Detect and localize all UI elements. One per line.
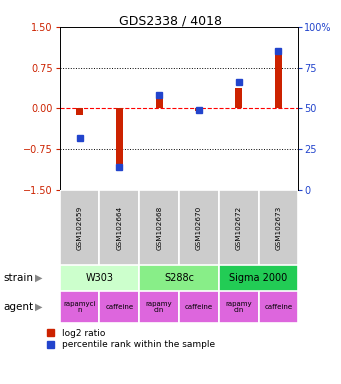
Text: S288c: S288c (164, 273, 194, 283)
Text: GSM102670: GSM102670 (196, 205, 202, 250)
Bar (139, 265, 219, 291)
Bar (100, 291, 139, 323)
Text: ▶: ▶ (35, 302, 43, 312)
Bar (219, 265, 298, 291)
Text: agent: agent (3, 302, 33, 312)
Bar (139, 291, 179, 323)
Text: caffeine: caffeine (185, 304, 213, 310)
Bar (60, 265, 139, 291)
Text: GSM102672: GSM102672 (236, 205, 242, 250)
Bar (258, 291, 298, 323)
Bar (258, 190, 298, 265)
Text: ▶: ▶ (35, 273, 43, 283)
Text: caffeine: caffeine (105, 304, 133, 310)
Bar (219, 291, 258, 323)
Text: GSM102673: GSM102673 (276, 205, 281, 250)
Bar (155, 98, 163, 109)
Text: rapamyci
n: rapamyci n (63, 301, 96, 313)
Bar (116, 109, 123, 164)
Text: caffeine: caffeine (264, 304, 293, 310)
Bar (179, 190, 219, 265)
Bar (76, 109, 83, 115)
Bar (100, 190, 139, 265)
Text: GSM102668: GSM102668 (156, 205, 162, 250)
Legend: log2 ratio, percentile rank within the sample: log2 ratio, percentile rank within the s… (47, 329, 215, 349)
Bar (275, 53, 282, 109)
Text: W303: W303 (86, 273, 114, 283)
Text: GDS2338 / 4018: GDS2338 / 4018 (119, 15, 222, 28)
Bar (60, 190, 100, 265)
Bar (235, 88, 242, 109)
Bar (179, 291, 219, 323)
Bar (219, 190, 258, 265)
Text: strain: strain (3, 273, 33, 283)
Text: rapamy
cin: rapamy cin (225, 301, 252, 313)
Text: GSM102664: GSM102664 (116, 205, 122, 250)
Text: Sigma 2000: Sigma 2000 (229, 273, 288, 283)
Text: rapamy
cin: rapamy cin (146, 301, 173, 313)
Text: GSM102659: GSM102659 (77, 205, 83, 250)
Bar (60, 291, 100, 323)
Bar (139, 190, 179, 265)
Bar (195, 109, 203, 111)
